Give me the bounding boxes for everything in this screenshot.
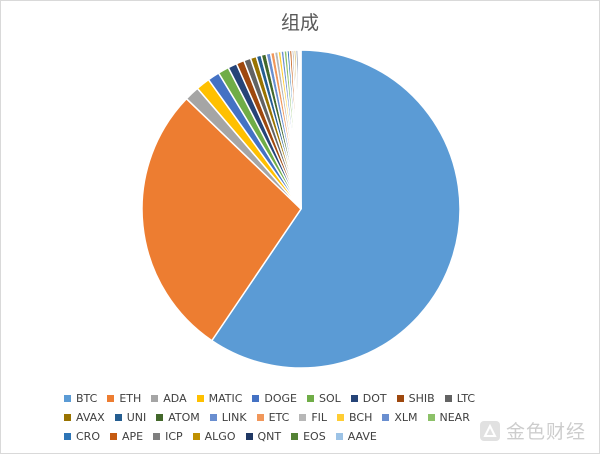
legend-item-shib: SHIB bbox=[396, 392, 435, 405]
legend-item-dot: DOT bbox=[350, 392, 387, 405]
legend-item-etc: ETC bbox=[256, 411, 290, 424]
legend-item-aave: AAVE bbox=[335, 430, 377, 443]
legend-swatch bbox=[192, 433, 200, 440]
legend-item-cro: CRO bbox=[64, 430, 100, 443]
watermark-text: 金色财经 bbox=[505, 421, 586, 443]
legend-item-icp: ICP bbox=[153, 430, 183, 443]
legend-item-doge: DOGE bbox=[252, 392, 297, 405]
legend-item-btc: BTC bbox=[64, 392, 97, 405]
chart-legend: BTC ETH ADA MATIC DOGE SOL DOT SHIB LTC AVAX UNI AT… bbox=[64, 389, 564, 446]
legend-label: ETC bbox=[268, 411, 290, 424]
legend-item-fil: FIL bbox=[299, 411, 327, 424]
legend-swatch bbox=[427, 414, 435, 421]
legend-label: DOT bbox=[362, 392, 387, 405]
legend-label: BCH bbox=[349, 411, 373, 424]
legend-swatch bbox=[396, 395, 404, 402]
legend-swatch bbox=[245, 433, 253, 440]
legend-label: FIL bbox=[311, 411, 328, 424]
legend-swatch bbox=[64, 433, 71, 440]
legend-swatch bbox=[114, 414, 122, 421]
legend-item-ape: APE bbox=[109, 430, 144, 443]
legend-label: QNT bbox=[257, 430, 282, 443]
legend-swatch bbox=[256, 414, 264, 421]
legend-item-eos: EOS bbox=[291, 430, 326, 443]
legend-swatch bbox=[444, 395, 452, 402]
legend-label: ATOM bbox=[168, 411, 200, 424]
legend-swatch bbox=[107, 395, 115, 402]
legend-swatch bbox=[156, 414, 164, 421]
legend-label: AVAX bbox=[76, 411, 105, 424]
legend-label: ICP bbox=[165, 430, 183, 443]
legend-label: NEAR bbox=[439, 411, 470, 424]
legend-swatch bbox=[291, 433, 299, 440]
legend-row: BTC ETH ADA MATIC DOGE SOL DOT SHIB LTC bbox=[64, 389, 564, 408]
legend-item-sol: SOL bbox=[307, 392, 341, 405]
legend-item-matic: MATIC bbox=[196, 392, 243, 405]
legend-label: ADA bbox=[163, 392, 187, 405]
legend-swatch bbox=[337, 414, 345, 421]
golden-finance-logo-icon bbox=[479, 420, 500, 441]
legend-label: ETH bbox=[119, 392, 142, 405]
legend-swatch bbox=[252, 395, 260, 402]
legend-label: SOL bbox=[319, 392, 341, 405]
legend-item-qnt: QNT bbox=[245, 430, 282, 443]
legend-label: UNI bbox=[126, 411, 147, 424]
legend-item-near: NEAR bbox=[427, 411, 470, 424]
pie-slice-aave bbox=[298, 49, 302, 210]
legend-item-eth: ETH bbox=[107, 392, 141, 405]
legend-label: ALGO bbox=[204, 430, 236, 443]
legend-swatch bbox=[153, 433, 161, 440]
legend-swatch bbox=[64, 395, 71, 402]
legend-item-ada: ADA bbox=[151, 392, 187, 405]
legend-swatch bbox=[299, 414, 307, 421]
legend-swatch bbox=[307, 395, 315, 402]
legend-item-xlm: XLM bbox=[382, 411, 418, 424]
legend-item-bch: BCH bbox=[337, 411, 372, 424]
legend-label: CRO bbox=[76, 430, 100, 443]
legend-label: MATIC bbox=[208, 392, 243, 405]
legend-swatch bbox=[209, 414, 217, 421]
legend-label: AAVE bbox=[347, 430, 377, 443]
legend-label: LTC bbox=[456, 392, 476, 405]
legend-swatch bbox=[350, 395, 358, 402]
watermark: 金色财经 bbox=[479, 417, 586, 444]
legend-label: SHIB bbox=[408, 392, 435, 405]
legend-label: DOGE bbox=[264, 392, 298, 405]
legend-row: CRO APE ICP ALGO QNT EOS AAVE bbox=[64, 427, 564, 446]
legend-swatch bbox=[109, 433, 117, 440]
legend-item-uni: UNI bbox=[114, 411, 147, 424]
legend-swatch bbox=[64, 414, 71, 421]
legend-item-ltc: LTC bbox=[444, 392, 476, 405]
legend-item-avax: AVAX bbox=[64, 411, 105, 424]
legend-label: XLM bbox=[394, 411, 418, 424]
pie-slice-eth bbox=[141, 97, 302, 342]
legend-swatch bbox=[335, 433, 343, 440]
legend-swatch bbox=[382, 414, 390, 421]
legend-item-link: LINK bbox=[209, 411, 247, 424]
legend-item-algo: ALGO bbox=[192, 430, 236, 443]
pie-slice-btc bbox=[210, 49, 461, 369]
legend-label: BTC bbox=[76, 392, 98, 405]
legend-swatch bbox=[151, 395, 159, 402]
legend-label: LINK bbox=[221, 411, 247, 424]
chart-title: 组成 bbox=[280, 12, 319, 34]
legend-row: AVAX UNI ATOM LINK ETC FIL BCH XLM NEAR bbox=[64, 408, 564, 427]
legend-label: EOS bbox=[303, 430, 326, 443]
legend-swatch bbox=[196, 395, 204, 402]
legend-label: APE bbox=[121, 430, 144, 443]
legend-item-atom: ATOM bbox=[156, 411, 200, 424]
